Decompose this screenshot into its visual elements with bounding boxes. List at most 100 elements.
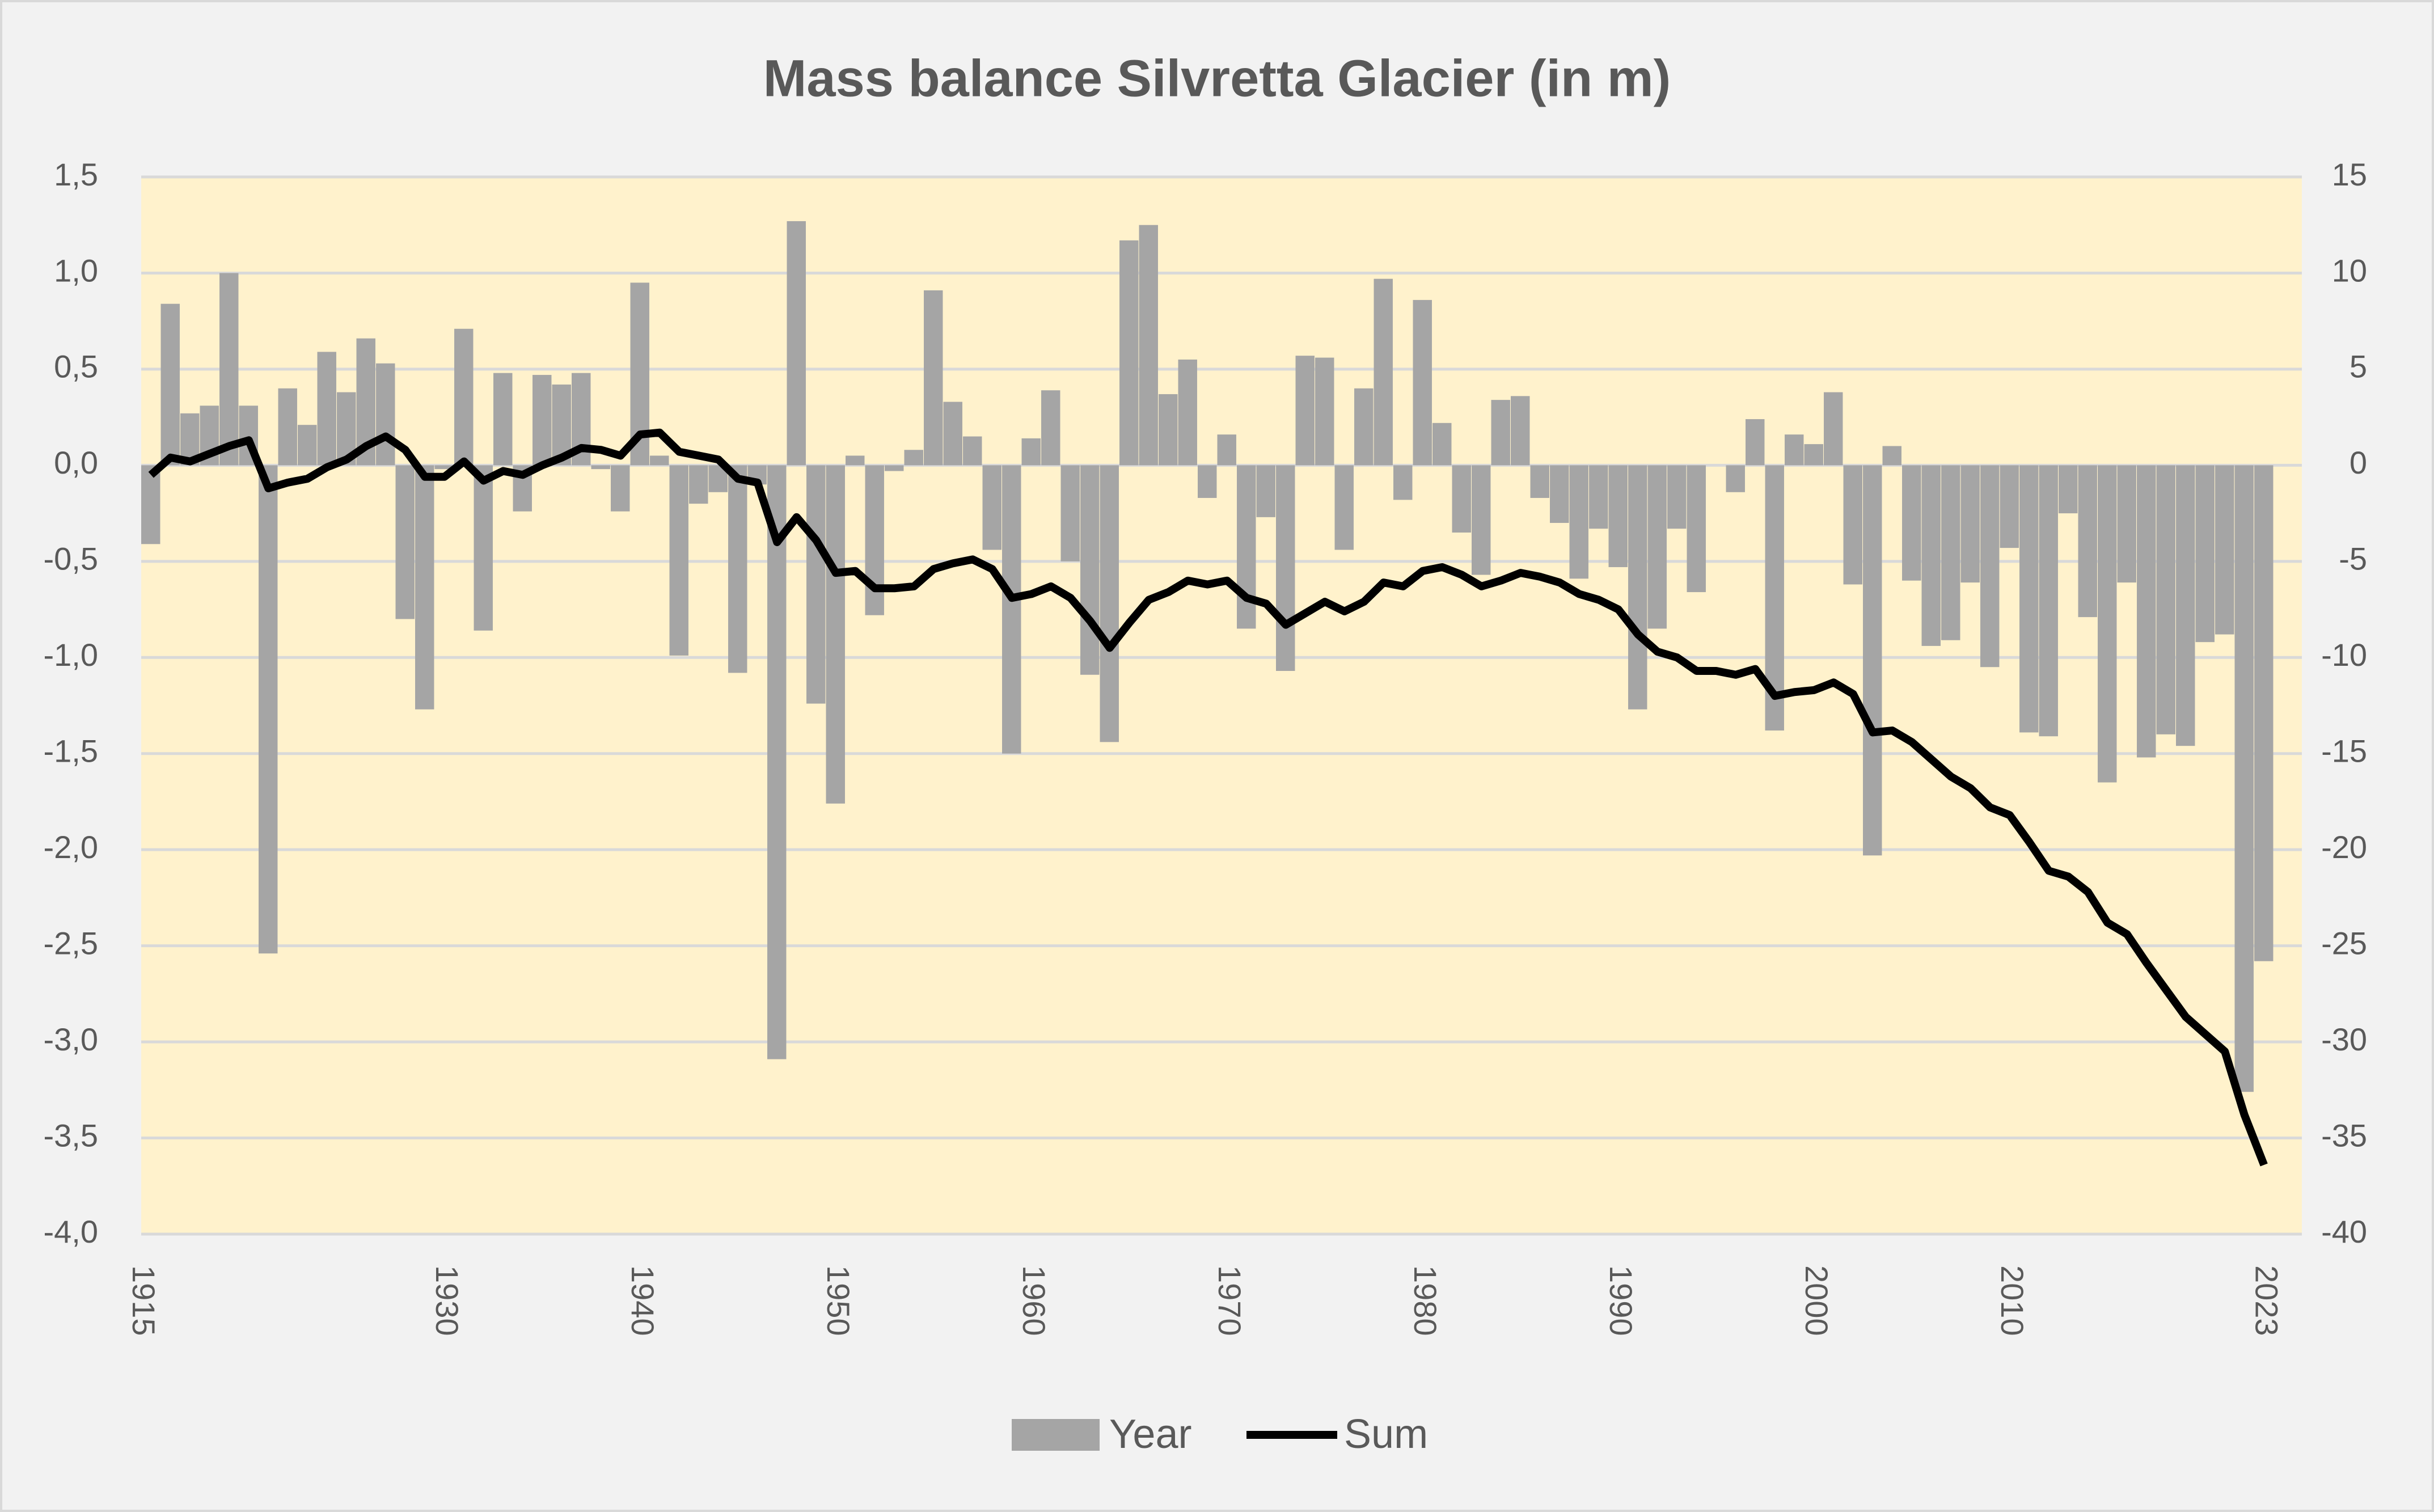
bar [1785, 434, 1804, 466]
bar [1021, 438, 1041, 466]
bar [865, 465, 884, 615]
bar [806, 465, 826, 704]
legend-label: Year [1109, 1412, 1191, 1457]
bar [533, 375, 552, 466]
bar [1726, 465, 1745, 492]
y2-tick-label: -20 [2321, 829, 2367, 865]
bar [1863, 465, 1882, 856]
bar [1589, 465, 1608, 529]
bar [787, 221, 806, 466]
bar [2215, 465, 2234, 635]
y-tick-label: 1,5 [54, 157, 98, 192]
y2-tick-label: -10 [2321, 637, 2367, 673]
chart-title: Mass balance Silvretta Glacier (in m) [763, 49, 1671, 107]
bar [1452, 465, 1471, 533]
bar [1276, 465, 1295, 671]
line [148, 428, 2268, 1167]
bar [1393, 465, 1413, 500]
y2-tick-label: -5 [2339, 541, 2367, 577]
y2-tick-label: -30 [2321, 1021, 2367, 1057]
x-tick-label: 2023 [2249, 1265, 2284, 1336]
y2-tick-label: 15 [2332, 157, 2367, 192]
y2-tick-label: -40 [2321, 1214, 2367, 1249]
bar [1256, 465, 1275, 517]
bar [611, 465, 630, 512]
bar [1687, 465, 1706, 593]
bar [1041, 390, 1060, 466]
bar [1941, 465, 1960, 640]
y-tick-label: -1,5 [44, 733, 99, 769]
bar [2000, 465, 2019, 548]
bar [1178, 359, 1197, 466]
bar [2039, 465, 2058, 737]
bar [1472, 465, 1491, 575]
bar [1746, 419, 1765, 466]
bar [1080, 465, 1100, 675]
bar [1060, 465, 1080, 561]
y2-tick-label: 10 [2332, 252, 2367, 288]
bar [1647, 465, 1667, 629]
y-tick-label: -0,5 [44, 541, 99, 577]
y2-tick-label: 0 [2350, 445, 2367, 480]
y2-tick-label: 5 [2350, 349, 2367, 385]
bar [1374, 278, 1393, 466]
bar [493, 373, 513, 466]
bar [2137, 465, 2156, 758]
bar [1960, 465, 1980, 583]
bar [160, 303, 180, 466]
x-tick-label: 1950 [821, 1265, 856, 1336]
bar [1100, 465, 1119, 742]
legend-label: Sum [1344, 1412, 1428, 1457]
bar [2234, 465, 2254, 1092]
y-tick-label: -2,0 [44, 829, 99, 865]
bar [1432, 423, 1452, 466]
x-tick-label: 1930 [429, 1265, 465, 1336]
bar [904, 450, 923, 466]
bar [1159, 394, 1178, 466]
bar [395, 465, 415, 619]
bar [1667, 465, 1687, 529]
bar [2098, 465, 2117, 783]
bar [924, 290, 943, 466]
bar [2078, 465, 2097, 618]
bar [982, 465, 1002, 550]
bar [415, 465, 434, 709]
bar [1139, 225, 1158, 466]
x-tick-label: 2000 [1799, 1265, 1835, 1336]
bar [1413, 299, 1432, 466]
bar [1198, 465, 1217, 498]
y-tick-label: 0,5 [54, 349, 98, 385]
bar [2156, 465, 2175, 734]
bar [376, 363, 395, 466]
y-tick-label: 0,0 [54, 445, 98, 480]
bar [1354, 388, 1374, 466]
bar [317, 352, 336, 466]
bar [2195, 465, 2215, 643]
bar [689, 465, 708, 504]
bar [1882, 446, 1901, 466]
bar [1511, 396, 1530, 466]
x-tick-label: 1980 [1408, 1265, 1443, 1336]
bar [846, 455, 865, 466]
bar [1628, 465, 1647, 709]
x-tick-label: 2010 [1994, 1265, 2030, 1336]
bar [591, 465, 610, 470]
bar [1315, 357, 1334, 466]
bar [1530, 465, 1549, 498]
bar [728, 465, 747, 673]
bar [650, 455, 669, 466]
bar [1002, 465, 1021, 754]
bar [1334, 465, 1354, 550]
bar [2117, 465, 2136, 583]
bar [454, 328, 474, 466]
bar [1295, 356, 1315, 466]
bar [963, 436, 982, 466]
bar [2059, 465, 2078, 514]
bar [141, 465, 160, 544]
bar [669, 465, 688, 656]
bar [1843, 465, 1862, 585]
legend-swatch [1012, 1419, 1100, 1451]
bar [1550, 465, 1569, 523]
bar [1902, 465, 1921, 581]
